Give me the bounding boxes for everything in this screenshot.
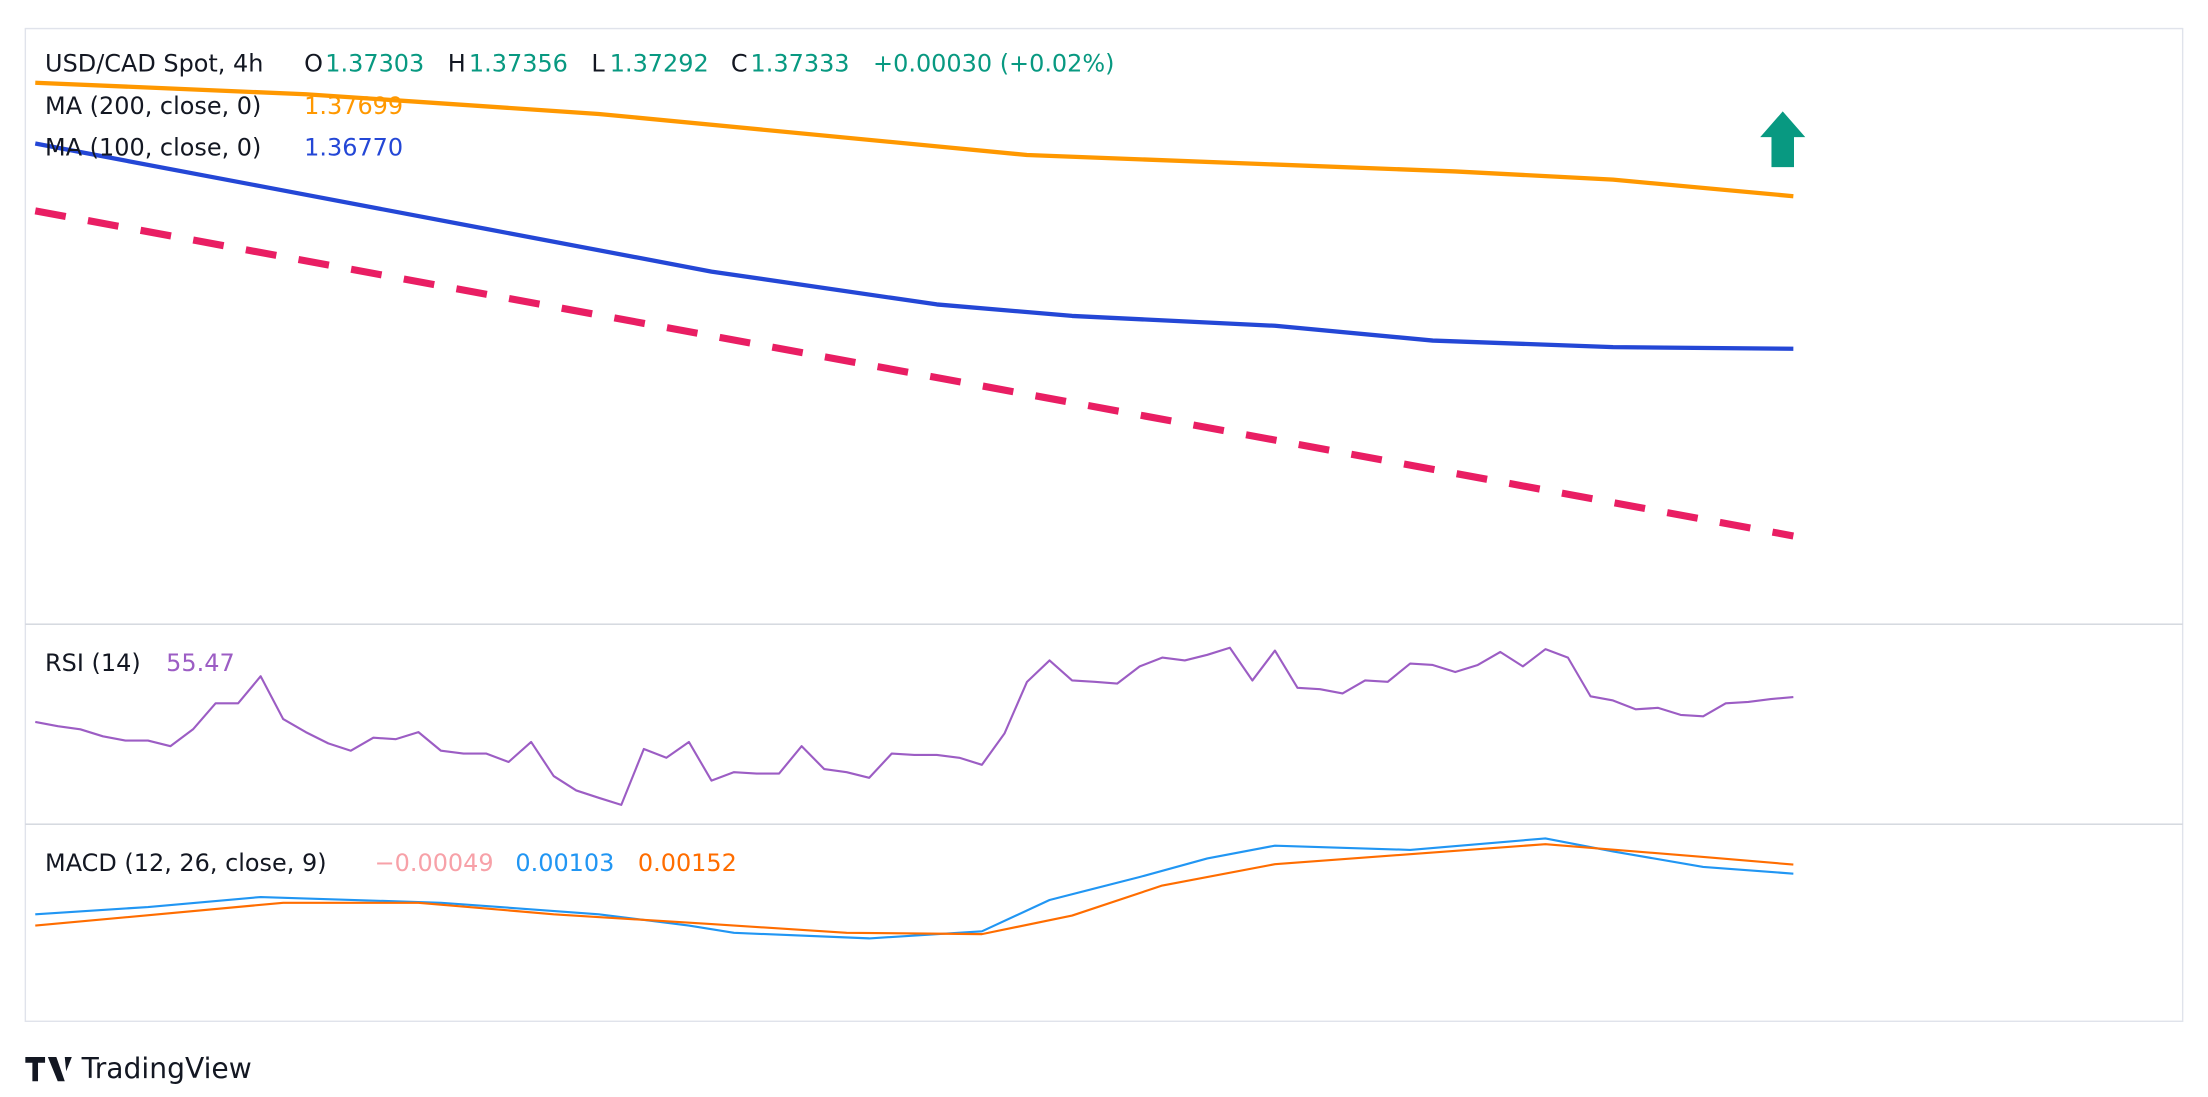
chart-title: USD/CAD Spot, 4h: [45, 49, 263, 77]
legend-value: 1.37699: [304, 92, 403, 120]
legend-value: 0.00103: [515, 849, 614, 877]
legend-label: O: [304, 49, 323, 77]
trendline: [34, 207, 1794, 540]
signal-line: [35, 843, 1794, 936]
brand-name: TradingView: [81, 1052, 252, 1085]
moving-average: [34, 141, 1794, 351]
legend-label: RSI (14): [45, 649, 141, 677]
legend-label: MACD (12, 26, close, 9): [45, 849, 327, 877]
legend-label: MA (200, close, 0): [45, 92, 261, 120]
overlay-layer: USD/CAD Spot, 4h O 1.37303 H 1.37356 L 1…: [24, 27, 2184, 1085]
rsi-line: [35, 646, 1794, 806]
data-layer: [34, 80, 1794, 940]
legend-change: +0.00030 (+0.02%): [873, 49, 1114, 77]
legend-label: L: [591, 49, 605, 77]
brand-logo: TradingView: [25, 1052, 252, 1085]
legend-value: 1.37356: [469, 49, 568, 77]
legend-label: MA (100, close, 0): [45, 133, 261, 161]
legend-value: 1.36770: [304, 133, 403, 161]
legend-value: 1.37333: [751, 49, 850, 77]
legend-value: 1.37303: [325, 49, 424, 77]
legend-value: 1.37292: [610, 49, 709, 77]
legend-label: C: [731, 49, 748, 77]
moving-average: [35, 80, 1794, 199]
legend-value: 55.47: [166, 649, 235, 677]
legend-value: 0.00152: [638, 849, 737, 877]
legend-label: H: [448, 49, 466, 77]
legend-value: −0.00049: [375, 849, 494, 877]
frame: [24, 27, 2184, 1023]
up-arrow: [1760, 111, 1806, 168]
